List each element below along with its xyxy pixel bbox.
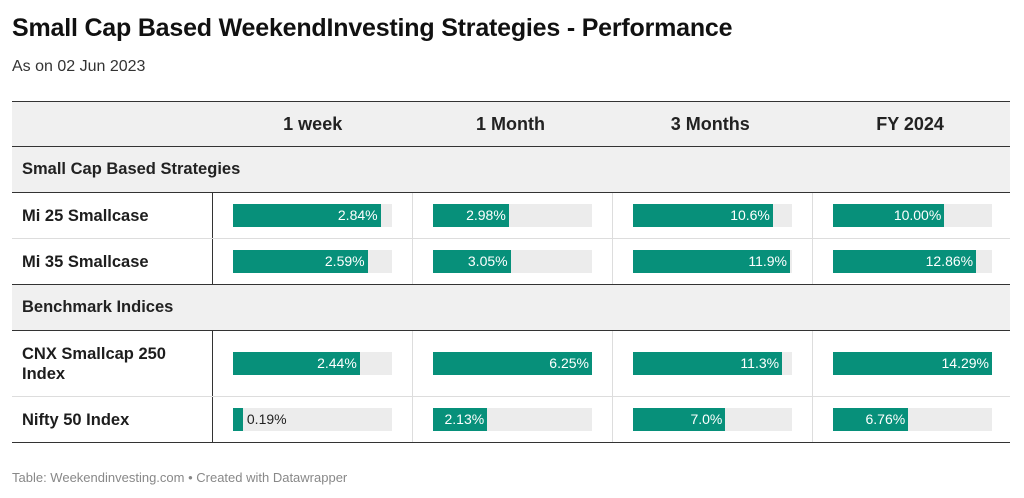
bar-fill (433, 408, 488, 431)
bar-track: 10.6% (633, 204, 792, 227)
bar-fill (433, 204, 509, 227)
column-header-3-months: 3 Months (670, 113, 750, 134)
bar-fill (833, 250, 977, 273)
bar-value-label: 10.00% (893, 207, 942, 223)
bar-value-label: 7.0% (690, 411, 723, 427)
bar-fill (633, 352, 783, 375)
value-cell: 10.6% (613, 193, 813, 238)
row-name: CNX Smallcap 250 Index (12, 331, 213, 396)
value-cell: 3.05% (413, 239, 613, 284)
bar-fill (833, 352, 992, 375)
bar-value-label: 14.29% (941, 355, 989, 371)
table-header-row: 1 week 1 Month 3 Months FY 2024 (12, 102, 1010, 147)
bar-track: 12.86% (833, 250, 992, 273)
performance-table: 1 week 1 Month 3 Months FY 2024 Small Ca… (12, 101, 1010, 443)
bar-fill (633, 250, 790, 273)
table-row: Nifty 50 Index 0.19% 2.13% 7.0% 6.76% (12, 397, 1010, 443)
bar-track: 3.05% (433, 250, 592, 273)
page-title: Small Cap Based WeekendInvesting Strateg… (12, 14, 733, 42)
value-cell: 12.86% (813, 239, 1010, 284)
bar-value-label: 2.13% (444, 411, 485, 427)
bar-track: 0.19% (233, 408, 392, 431)
footer-source: Table: Weekendinvesting.com • Created wi… (12, 470, 348, 485)
bar-track: 2.44% (233, 352, 392, 375)
column-header-1-month: 1 Month (475, 113, 545, 134)
bar-fill (233, 408, 243, 431)
value-cell: 0.19% (213, 397, 413, 442)
column-header-fy-2024: FY 2024 (876, 113, 944, 134)
column-header-1-week: 1 week (283, 113, 343, 134)
bar-value-label: 6.76% (865, 411, 906, 427)
bar-fill (233, 352, 360, 375)
bar-fill (233, 204, 381, 227)
bar-value-label: 2.84% (337, 207, 378, 223)
row-name: Mi 35 Smallcase (12, 239, 213, 284)
value-cell: 6.76% (813, 397, 1010, 442)
bar-track: 11.3% (633, 352, 792, 375)
value-cell: 2.13% (413, 397, 613, 442)
value-cell: 11.3% (613, 331, 813, 396)
bar-value-label: 0.19% (246, 411, 287, 427)
bar-value-label: 2.59% (324, 253, 365, 269)
table-row: Mi 35 Smallcase 2.59% 3.05% 11.9% 12.86% (12, 239, 1010, 285)
bar-track: 2.13% (433, 408, 592, 431)
bar-fill (633, 408, 726, 431)
header-name-column (12, 102, 213, 146)
value-cell: 2.59% (213, 239, 413, 284)
row-name: Nifty 50 Index (12, 397, 213, 442)
bar-value-label: 11.9% (748, 253, 787, 269)
bar-value-label: 10.6% (730, 207, 770, 223)
table-row: Mi 25 Smallcase 2.84% 2.98% 10.6% 10.00% (12, 193, 1010, 239)
bar-fill (433, 250, 511, 273)
bar-value-label: 12.86% (925, 253, 974, 269)
table-row: CNX Smallcap 250 Index 2.44% 6.25% 11.3% 14.… (12, 331, 1010, 397)
bar-track: 2.59% (233, 250, 392, 273)
bar-value-label: 2.44% (317, 355, 357, 371)
page-subtitle: As on 02 Jun 2023 (12, 58, 146, 75)
bar-track: 6.25% (433, 352, 592, 375)
value-cell: 2.44% (213, 331, 413, 396)
value-cell: 2.84% (213, 193, 413, 238)
bar-track: 7.0% (633, 408, 792, 431)
bar-value-label: 6.25% (549, 355, 589, 371)
bar-fill (833, 408, 909, 431)
bar-fill (433, 352, 592, 375)
value-cell: 2.98% (413, 193, 613, 238)
bar-track: 6.76% (833, 408, 992, 431)
bar-value-label: 11.3% (740, 355, 780, 371)
row-name: Mi 25 Smallcase (12, 193, 213, 238)
bar-value-label: 3.05% (467, 253, 508, 269)
bar-track: 2.84% (233, 204, 392, 227)
value-cell: 11.9% (613, 239, 813, 284)
value-cell: 6.25% (413, 331, 613, 396)
bar-fill (833, 204, 945, 227)
bar-track: 11.9% (633, 250, 792, 273)
bar-track: 14.29% (833, 352, 992, 375)
bar-fill (233, 250, 368, 273)
value-cell: 10.00% (813, 193, 1010, 238)
bar-fill (633, 204, 773, 227)
bar-track: 10.00% (833, 204, 992, 227)
group-header: Small Cap Based Strategies (12, 147, 1010, 193)
bar-value-label: 2.98% (466, 207, 506, 223)
group-header: Benchmark Indices (12, 285, 1010, 331)
value-cell: 7.0% (613, 397, 813, 442)
bar-track: 2.98% (433, 204, 592, 227)
value-cell: 14.29% (813, 331, 1010, 396)
